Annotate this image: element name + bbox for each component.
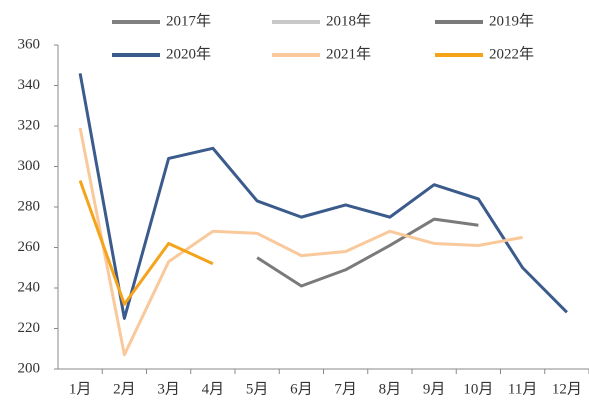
legend-label: 2022年 bbox=[489, 45, 534, 62]
y-tick-label: 220 bbox=[18, 320, 41, 336]
x-tick-label: 8月 bbox=[379, 381, 402, 397]
x-tick-label: 1月 bbox=[69, 381, 92, 397]
series-line bbox=[78, 127, 523, 357]
x-tick-label: 4月 bbox=[202, 381, 225, 397]
y-tick-label: 300 bbox=[18, 158, 41, 174]
y-tick-label: 320 bbox=[18, 117, 41, 133]
x-tick-label: 11月 bbox=[508, 381, 537, 397]
x-tick-label: 5月 bbox=[246, 381, 269, 397]
x-tick-label: 6月 bbox=[290, 381, 313, 397]
x-tick-label: 9月 bbox=[423, 381, 446, 397]
legend-label: 2020年 bbox=[166, 45, 211, 62]
x-tick-label: 7月 bbox=[334, 381, 357, 397]
series-line bbox=[78, 180, 214, 306]
x-tick-label: 3月 bbox=[157, 381, 180, 397]
legend-label: 2021年 bbox=[326, 45, 371, 62]
y-tick-label: 360 bbox=[18, 36, 41, 52]
legend-label: 2017年 bbox=[166, 12, 211, 29]
legend-label: 2019年 bbox=[489, 12, 534, 29]
y-tick-label: 200 bbox=[18, 360, 41, 376]
series-line bbox=[78, 73, 568, 320]
x-tick-label: 2月 bbox=[113, 381, 136, 397]
y-tick-label: 240 bbox=[18, 279, 41, 295]
series-line bbox=[256, 217, 479, 288]
y-tick-label: 280 bbox=[18, 198, 41, 214]
x-tick-label: 12月 bbox=[552, 381, 582, 397]
y-tick-label: 340 bbox=[18, 77, 41, 93]
y-tick-label: 260 bbox=[18, 239, 41, 255]
x-tick-label: 10月 bbox=[463, 381, 493, 397]
legend-label: 2018年 bbox=[326, 12, 371, 29]
